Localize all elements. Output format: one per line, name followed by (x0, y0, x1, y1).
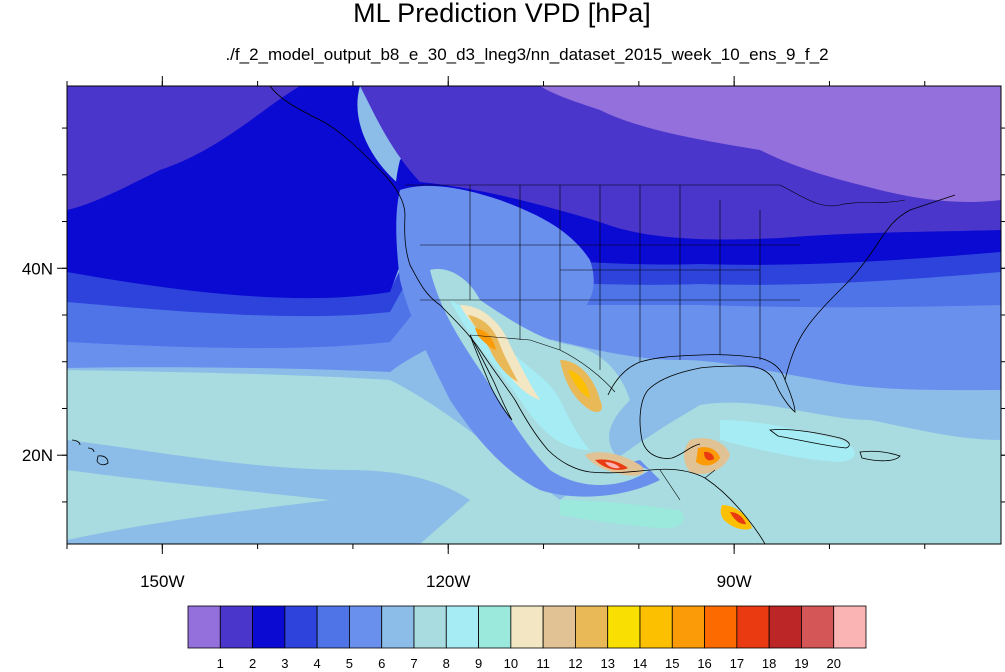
colorbar-swatch (445, 605, 479, 649)
colorbar: 1 2 3 4 5 6 7 8 9 10 11 12 13 14 15 16 17 18 19 20 (187, 605, 867, 671)
lat-tick-label: 40N (22, 259, 53, 278)
map-axis-ticks: 150W 120W 90W 40N 20N (22, 76, 1005, 591)
field-contour-band-smex-20 (605, 462, 620, 469)
lon-tick-label: 90W (717, 572, 752, 591)
colorbar-swatch (607, 605, 641, 649)
colorbar-swatch (671, 605, 705, 649)
colorbar-level-label: 1 (217, 656, 224, 671)
colorbar-swatch (510, 605, 544, 649)
colorbar-level-label: 18 (762, 656, 776, 671)
colorbar-level-label: 16 (697, 656, 711, 671)
chart-title: ML Prediction VPD [hPa] (353, 0, 651, 28)
colorbar-level-label: 19 (794, 656, 808, 671)
colorbar-swatch (801, 605, 835, 649)
colorbar-level-label: 10 (504, 656, 518, 671)
colorbar-swatch (316, 605, 350, 649)
colorbar-level-label: 8 (443, 656, 450, 671)
coastline-baja (469, 334, 513, 421)
political-boundaries (405, 184, 906, 501)
colorbar-swatch (413, 605, 447, 649)
lon-tick-label: 120W (426, 572, 470, 591)
colorbar-swatch (478, 605, 512, 649)
colorbar-level-label: 11 (536, 656, 550, 671)
field-contour-band-1-2 (67, 86, 300, 210)
colorbar-level-label: 5 (346, 656, 353, 671)
lat-tick-label: 20N (22, 446, 53, 465)
state-lines (420, 185, 800, 370)
colorbar-swatch (381, 605, 415, 649)
colorbar-swatch (219, 605, 253, 649)
colorbar-level-label: 15 (665, 656, 679, 671)
field-contour-band-4-5 (67, 270, 1001, 349)
field-contour-band-carib-10 (560, 500, 684, 529)
colorbar-level-label: 6 (378, 656, 385, 671)
colorbar-swatch (349, 605, 383, 649)
coastline-gulf-of-mexico (607, 354, 796, 459)
coastline-cuba (768, 429, 850, 449)
field-contour-band-6-7 (67, 440, 470, 544)
colorbar-swatch (187, 605, 221, 649)
field-contour-band-0-1 (540, 86, 1001, 202)
colorbar-swatch (736, 605, 770, 649)
colorbar-level-label: 4 (314, 656, 321, 671)
colorbar-level-label: 17 (730, 656, 744, 671)
field-contour-band-3-4 (67, 250, 1001, 317)
map-panel (67, 86, 1001, 544)
border-us-mexico (469, 334, 616, 393)
colorbar-swatch (833, 605, 867, 649)
colorbar-swatch (639, 605, 673, 649)
colorbar-level-label: 7 (410, 656, 417, 671)
border-canada-us (405, 184, 906, 207)
field-contour-band-nic-17 (730, 512, 746, 525)
colorbar-level-label: 2 (249, 656, 256, 671)
colorbar-swatch (284, 605, 318, 649)
field-contour-band-carib-9 (720, 420, 855, 462)
colorbar-level-label: 12 (568, 656, 582, 671)
coastline-north-america-west (269, 86, 766, 544)
coastline-hawaii (71, 439, 109, 466)
colorbar-level-label: 9 (475, 656, 482, 671)
coastline-hispaniola (859, 450, 901, 462)
border-mexico-central-america (659, 469, 716, 501)
colorbar-level-label: 13 (600, 656, 614, 671)
field-contour-band-mexico-15 (568, 370, 590, 398)
lon-tick-label: 150W (140, 572, 184, 591)
chart-subtitle: ./f_2_model_output_b8_e_30_d3_lneg3/nn_d… (225, 45, 828, 64)
colorbar-level-label: 3 (281, 656, 288, 671)
colorbar-swatch (704, 605, 738, 649)
colorbar-level-label: 20 (826, 656, 840, 671)
colorbar-swatch (768, 605, 802, 649)
colorbar-level-label: 14 (633, 656, 647, 671)
field-contour-band-5-6 (67, 300, 1001, 391)
colorbar-swatch (252, 605, 286, 649)
colorbar-swatch (575, 605, 609, 649)
field-contour-band-guat-18 (704, 451, 714, 461)
coastline-east (784, 194, 956, 381)
field-contour-band-west-16 (475, 328, 496, 350)
colorbar-swatch (542, 605, 576, 649)
coastlines (71, 86, 956, 544)
